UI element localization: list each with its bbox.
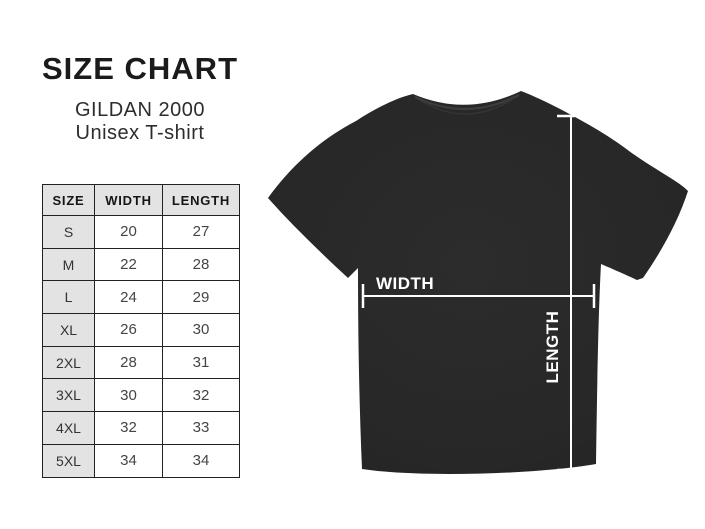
size-cell: L [42, 280, 95, 315]
page-title: SIZE CHART [42, 51, 238, 86]
length-measurement-line: LENGTH [543, 114, 584, 472]
info-panel: SIZE CHART GILDAN 2000 Unisex T-shirt [20, 0, 260, 145]
length-cell: 34 [162, 443, 240, 478]
length-label: LENGTH [543, 311, 562, 384]
column-header-width: WIDTH [94, 184, 163, 216]
width-cell: 28 [94, 345, 163, 380]
width-cell: 24 [94, 280, 163, 315]
size-cell: M [42, 247, 95, 282]
collar-seam [414, 94, 520, 111]
width-cell: 32 [94, 411, 163, 445]
width-label: WIDTH [376, 274, 434, 293]
length-cell: 28 [162, 247, 240, 282]
table-header-row: SIZE WIDTH LENGTH [42, 184, 240, 216]
size-cell: XL [42, 313, 95, 347]
product-name-line2: Unisex T-shirt [75, 122, 205, 144]
table-row: L 24 29 [42, 280, 240, 315]
product-name: GILDAN 2000 Unisex T-shirt [20, 99, 260, 145]
size-cell: 4XL [42, 411, 95, 445]
table-row: 2XL 28 31 [42, 345, 240, 380]
width-cell: 30 [94, 378, 163, 413]
size-cell: 5XL [42, 443, 95, 478]
size-cell: 3XL [42, 378, 95, 413]
length-cell: 32 [162, 378, 240, 413]
length-cell: 31 [162, 345, 240, 380]
width-cell: 34 [94, 443, 163, 478]
size-chart-table: SIZE WIDTH LENGTH S 20 27 M 22 28 L 24 2… [42, 184, 240, 478]
table-row: 3XL 30 32 [42, 378, 240, 413]
collar-inner-seam [420, 98, 514, 115]
product-name-line1: GILDAN 2000 [74, 99, 205, 121]
length-cell: 29 [162, 280, 240, 315]
tshirt-silhouette [268, 91, 688, 475]
table-row: M 22 28 [42, 247, 240, 282]
column-header-size: SIZE [42, 184, 95, 216]
length-cell: 27 [162, 215, 240, 249]
width-measurement-line: WIDTH [361, 274, 596, 308]
table-row: 5XL 34 34 [42, 443, 240, 478]
size-cell: S [42, 215, 95, 249]
column-header-length: LENGTH [162, 184, 240, 216]
length-cell: 30 [162, 313, 240, 347]
